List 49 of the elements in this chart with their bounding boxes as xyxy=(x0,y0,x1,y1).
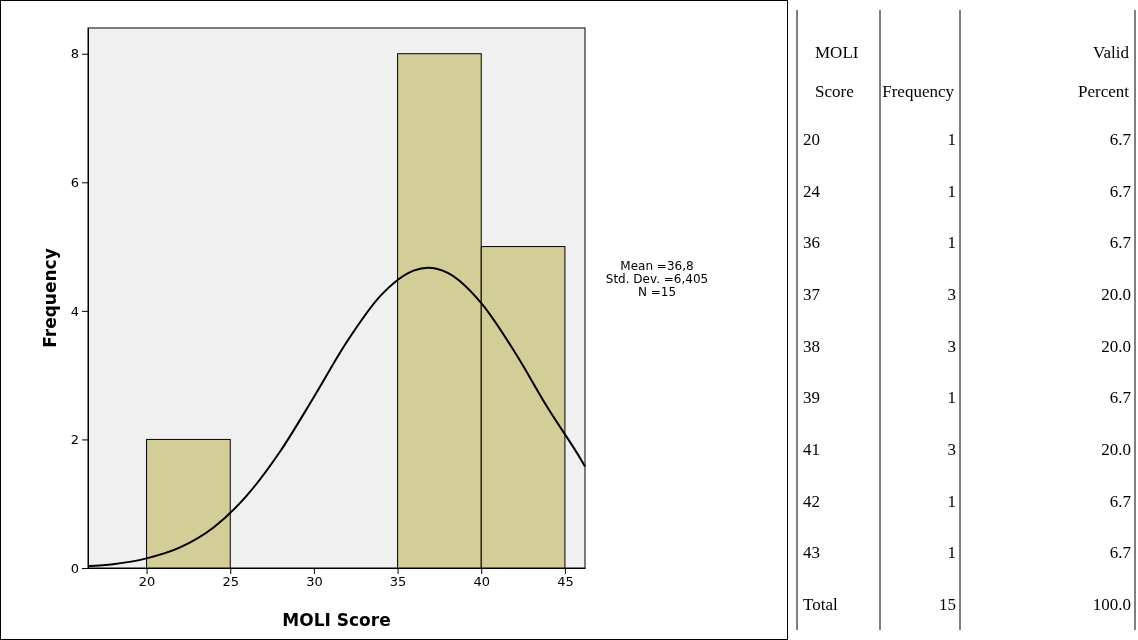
data-label: 20.0 xyxy=(1101,284,1131,304)
data-label: 3 xyxy=(947,284,956,304)
y-tick-label: 2 xyxy=(70,432,79,448)
category-label: 24 xyxy=(803,181,821,201)
x-tick-label: 20 xyxy=(138,574,156,590)
x-tick-label: 25 xyxy=(222,574,240,590)
y-tick-label: 0 xyxy=(70,560,79,576)
text: Valid Percent xyxy=(1078,43,1130,101)
data-label: 1 xyxy=(947,129,956,149)
text: MOLI Score xyxy=(815,43,859,101)
data-label: 6.7 xyxy=(1109,491,1132,511)
data-label: 3 xyxy=(947,336,956,356)
text: Frequency xyxy=(882,82,955,101)
data-label: 6.7 xyxy=(1109,233,1132,253)
category-label: 36 xyxy=(803,233,820,253)
category-label: 41 xyxy=(803,440,820,460)
data-label: 6.7 xyxy=(1109,181,1132,201)
x-tick-label: 30 xyxy=(306,574,323,590)
data-label: 1 xyxy=(947,388,956,408)
x-tick-label: 40 xyxy=(473,574,491,590)
category-label: 37 xyxy=(803,284,821,304)
y-tick-label: 8 xyxy=(70,46,79,62)
data-label: 1 xyxy=(947,491,956,511)
data-label: 20.0 xyxy=(1101,336,1131,356)
y-tick-label: 6 xyxy=(70,174,79,190)
data-label: 1 xyxy=(947,181,956,201)
y-tick-label: 4 xyxy=(70,303,79,319)
category-label: 43 xyxy=(803,543,820,563)
text: Std. Dev. =6,405 xyxy=(605,272,709,286)
data-label: 6.7 xyxy=(1109,388,1132,408)
category-label: Total xyxy=(803,595,838,615)
x-tick-label: 35 xyxy=(389,574,407,590)
data-label: 15 xyxy=(939,595,956,615)
text: N =15 xyxy=(637,285,677,299)
x-axis-title: MOLI Score xyxy=(282,610,391,630)
data-label: 1 xyxy=(947,543,956,563)
data-label: 6.7 xyxy=(1109,543,1132,563)
data-label: 20.0 xyxy=(1101,440,1131,460)
category-label: 20 xyxy=(803,129,820,149)
data-label: 100.0 xyxy=(1092,595,1131,615)
x-tick-label: 45 xyxy=(557,574,574,590)
y-axis-title: Frequency xyxy=(40,248,60,348)
category-label: 38 xyxy=(803,336,820,356)
text: Mean =36,8 xyxy=(620,259,694,273)
category-label: 39 xyxy=(803,388,820,408)
data-label: 3 xyxy=(947,440,956,460)
data-label: 6.7 xyxy=(1109,129,1132,149)
data-label: 1 xyxy=(947,233,956,253)
category-label: 42 xyxy=(803,491,820,511)
